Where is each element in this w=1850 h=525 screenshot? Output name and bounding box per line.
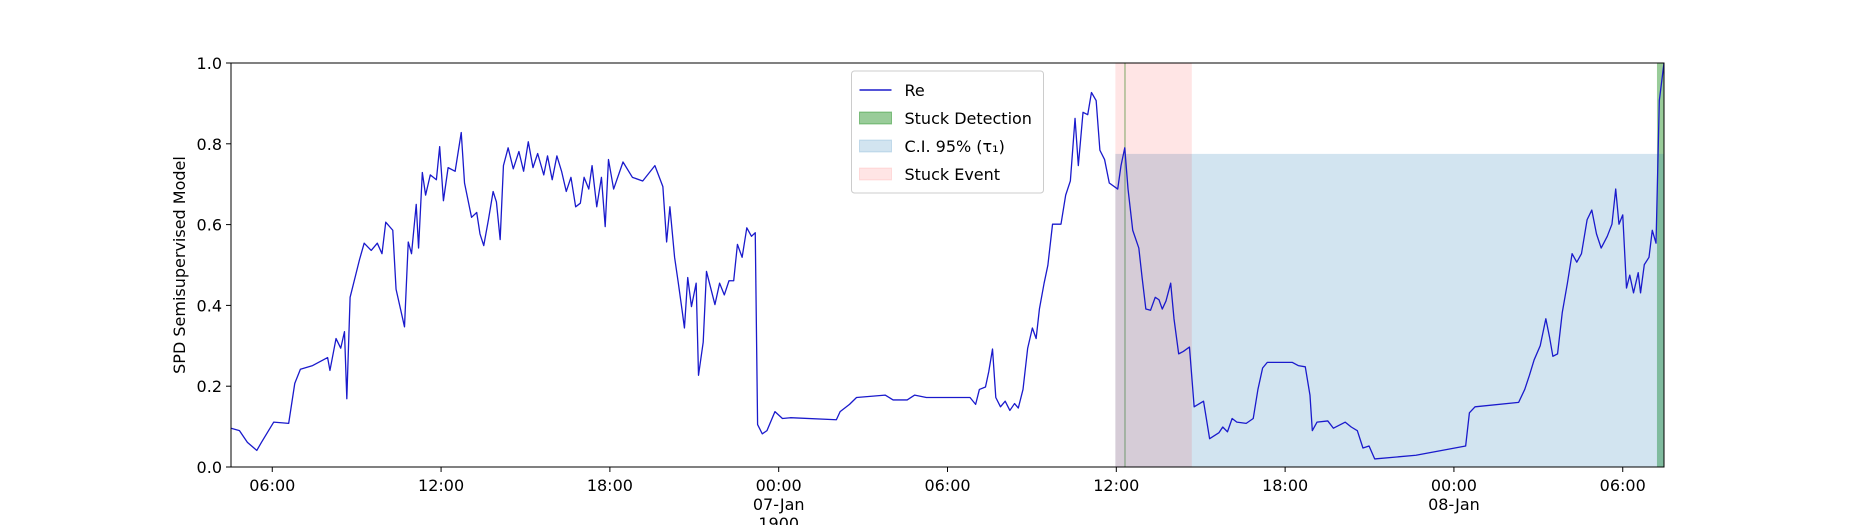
x-tick-label: 06:00 xyxy=(924,476,970,495)
x-tick-label: 12:00 xyxy=(1093,476,1139,495)
legend-label: Stuck Detection xyxy=(905,109,1032,128)
legend-label: Re xyxy=(905,81,925,100)
legend-swatch xyxy=(859,139,892,153)
y-tick-label: 1.0 xyxy=(197,54,222,73)
y-tick-label: 0.4 xyxy=(197,296,222,315)
legend-label: C.I. 95% (τ₁) xyxy=(905,137,1005,156)
legend: Re Stuck Detection C.I. 95% (τ₁) Stuck Even… xyxy=(851,70,1044,194)
legend-label: Stuck Event xyxy=(905,165,1001,184)
x-tick-label: 18:00 xyxy=(1262,476,1308,495)
y-axis-label: SPD Semisupervised Model xyxy=(170,156,189,374)
x-tick-label: 06:00 xyxy=(1600,476,1646,495)
x-tick-label: 06:00 xyxy=(249,476,295,495)
region-span xyxy=(1115,63,1192,467)
region-span xyxy=(1124,63,1126,467)
lines xyxy=(231,63,1664,460)
data-line xyxy=(231,63,1664,460)
x-tick-label-line: 1900 xyxy=(758,514,799,525)
x-tick-label-line: 00:00 xyxy=(1431,476,1477,495)
legend-swatch xyxy=(859,167,892,181)
x-tick-label-line: 00:00 xyxy=(756,476,802,495)
x-tick-label: 00:00 08-Jan xyxy=(1428,476,1480,514)
legend-frame xyxy=(851,70,1044,194)
x-tick-label-line: 08-Jan xyxy=(1428,495,1480,514)
y-tick-label: 0.2 xyxy=(197,377,222,396)
y-tick-label: 0.0 xyxy=(197,458,222,477)
legend-swatch xyxy=(859,111,892,125)
x-tick-label: 18:00 xyxy=(587,476,633,495)
axes: 0.00.20.40.60.81.006:00 12:00 18:00 00:00 07… xyxy=(197,54,1665,525)
region-span xyxy=(1656,63,1664,467)
y-tick-label: 0.8 xyxy=(197,135,222,154)
x-tick-label-line: 07-Jan xyxy=(753,495,805,514)
y-tick-label: 0.6 xyxy=(197,216,222,235)
x-tick-label: 12:00 xyxy=(418,476,464,495)
regions xyxy=(1115,63,1664,467)
region-span xyxy=(1115,153,1664,467)
x-tick-label: 00:00 07-Jan 1900 xyxy=(753,476,805,525)
